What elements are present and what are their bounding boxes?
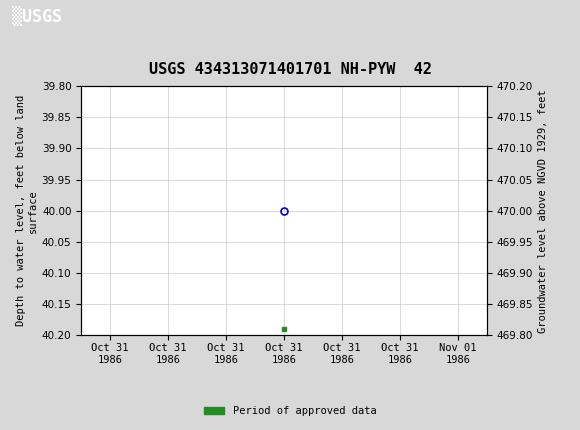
Y-axis label: Groundwater level above NGVD 1929, feet: Groundwater level above NGVD 1929, feet [538, 89, 548, 332]
Y-axis label: Depth to water level, feet below land
surface: Depth to water level, feet below land su… [16, 95, 38, 326]
Text: ▒USGS: ▒USGS [12, 6, 61, 26]
Text: USGS 434313071401701 NH-PYW  42: USGS 434313071401701 NH-PYW 42 [148, 62, 432, 77]
Legend: Period of approved data: Period of approved data [200, 402, 380, 421]
